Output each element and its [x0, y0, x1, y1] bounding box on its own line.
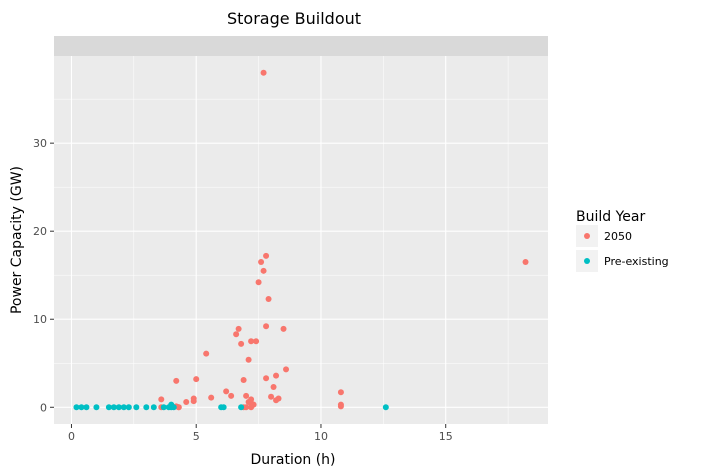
point-2050 — [158, 396, 165, 403]
point-2050 — [233, 331, 240, 338]
legend-title: Build Year — [576, 209, 645, 225]
point-pre-existing — [78, 404, 85, 411]
x-tick-label: 10 — [314, 430, 328, 443]
y-axis: 0 10 20 30 — [33, 137, 54, 414]
x-axis-label: Duration (h) — [250, 452, 335, 468]
point-2050 — [248, 404, 255, 411]
point-pre-existing — [115, 404, 122, 411]
point-2050 — [260, 267, 267, 274]
point-2050 — [273, 397, 280, 404]
y-tick-label: 0 — [40, 401, 47, 414]
point-2050 — [240, 376, 247, 383]
point-2050 — [228, 392, 235, 399]
point-2050 — [260, 69, 267, 76]
point-2050 — [223, 388, 230, 395]
point-pre-existing — [93, 404, 100, 411]
x-tick-label: 5 — [193, 430, 200, 443]
legend-label-2050: 2050 — [604, 230, 632, 243]
point-2050 — [522, 259, 529, 266]
legend: Build Year 2050 Pre-existing — [576, 209, 669, 272]
point-2050 — [183, 398, 190, 405]
legend-marker-2050 — [584, 233, 590, 239]
y-tick-label: 30 — [33, 137, 47, 150]
legend-marker-pre-existing — [584, 258, 590, 264]
point-pre-existing — [125, 404, 132, 411]
point-2050 — [283, 366, 290, 373]
point-2050 — [253, 338, 260, 345]
minor-gridlines — [54, 56, 548, 424]
point-2050 — [273, 372, 280, 379]
point-pre-existing — [150, 404, 157, 411]
major-gridlines — [54, 56, 548, 424]
chart-title: Storage Buildout — [227, 9, 361, 28]
point-2050 — [263, 252, 270, 259]
y-tick-label: 10 — [33, 313, 47, 326]
point-pre-existing — [73, 404, 80, 411]
point-2050 — [263, 323, 270, 330]
legend-label-pre-existing: Pre-existing — [604, 255, 669, 268]
point-2050 — [238, 340, 245, 347]
y-axis-label: Power Capacity (GW) — [9, 166, 25, 314]
y-tick-label: 20 — [33, 225, 47, 238]
point-2050 — [255, 279, 262, 286]
facet-strip — [54, 36, 548, 56]
point-pre-existing — [168, 401, 175, 408]
point-pre-existing — [83, 404, 90, 411]
point-2050 — [280, 325, 287, 332]
point-2050 — [245, 356, 252, 363]
point-2050 — [173, 377, 180, 384]
x-tick-label: 0 — [68, 430, 75, 443]
point-2050 — [270, 384, 277, 391]
point-2050 — [243, 404, 250, 411]
point-pre-existing — [220, 404, 227, 411]
point-2050 — [265, 295, 272, 302]
point-2050 — [337, 389, 344, 396]
point-2050 — [248, 338, 255, 345]
point-2050 — [337, 403, 344, 410]
point-2050 — [193, 376, 200, 383]
point-pre-existing — [120, 404, 127, 411]
data-points — [73, 69, 529, 411]
point-2050 — [258, 259, 265, 266]
point-pre-existing — [382, 404, 389, 411]
x-tick-label: 15 — [439, 430, 453, 443]
point-2050 — [243, 392, 250, 399]
point-pre-existing — [143, 404, 150, 411]
point-2050 — [208, 394, 215, 401]
point-pre-existing — [105, 404, 112, 411]
point-pre-existing — [133, 404, 140, 411]
point-2050 — [203, 350, 210, 357]
x-axis: 0 5 10 15 — [68, 424, 453, 443]
point-2050 — [190, 398, 197, 405]
point-pre-existing — [238, 404, 245, 411]
point-pre-existing — [110, 404, 117, 411]
point-pre-existing — [160, 404, 167, 411]
point-2050 — [268, 393, 275, 400]
point-2050 — [235, 325, 242, 332]
point-2050 — [263, 375, 270, 382]
plot-panel — [54, 56, 548, 424]
